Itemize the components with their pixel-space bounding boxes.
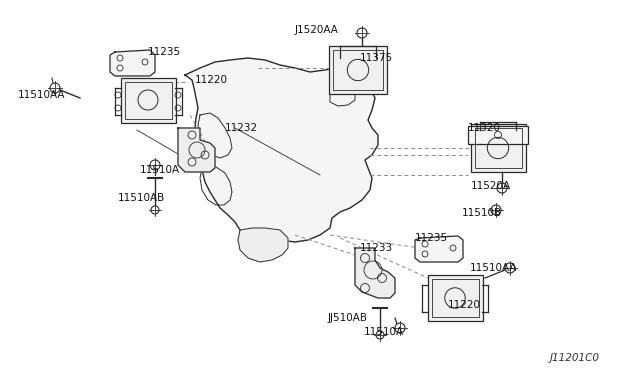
Circle shape [491,205,501,215]
Bar [428,275,483,321]
Text: 11320: 11320 [468,123,501,133]
Text: 11510AA: 11510AA [18,90,65,100]
Circle shape [395,323,405,333]
Text: 11235: 11235 [148,47,181,57]
Text: 11375: 11375 [360,53,393,63]
Polygon shape [185,55,378,242]
Circle shape [497,183,507,193]
Polygon shape [178,128,215,172]
Text: 11510A: 11510A [140,165,180,175]
Bar [468,126,528,144]
Bar [333,50,383,90]
Text: 11510A: 11510A [364,327,404,337]
Polygon shape [238,228,288,262]
Text: JJ510AB: JJ510AB [328,313,368,323]
Bar [431,279,479,317]
Circle shape [150,160,160,170]
Circle shape [357,28,367,38]
Text: J11201C0: J11201C0 [550,353,600,363]
Polygon shape [355,248,395,298]
Polygon shape [110,50,155,76]
Bar [474,128,522,168]
Text: 11235: 11235 [415,233,448,243]
Text: 11510AB: 11510AB [118,193,165,203]
Polygon shape [415,236,463,262]
Text: 11233: 11233 [360,243,393,253]
Circle shape [376,331,384,339]
Text: 11232: 11232 [225,123,258,133]
Text: 11510B: 11510B [462,208,502,218]
Bar [120,77,175,122]
Text: 11520A: 11520A [471,181,511,191]
Bar [329,46,387,94]
Text: J1520AA: J1520AA [295,25,339,35]
Bar [470,124,525,172]
Text: 11220: 11220 [448,300,481,310]
Circle shape [151,206,159,214]
Bar [125,81,172,119]
Text: 11220: 11220 [195,75,228,85]
Text: 11510AA: 11510AA [470,263,518,273]
Circle shape [50,83,60,93]
Circle shape [505,263,515,273]
